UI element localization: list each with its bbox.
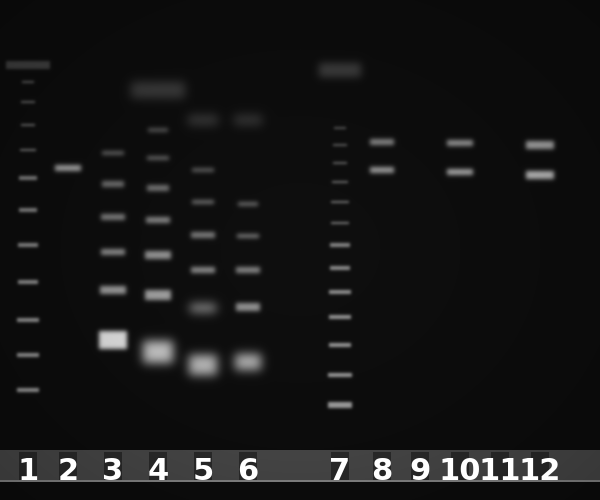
Text: 7: 7	[329, 458, 350, 486]
Text: 10: 10	[439, 458, 481, 486]
Text: 9: 9	[409, 458, 431, 486]
Text: 1: 1	[17, 458, 38, 486]
Text: 11: 11	[479, 458, 521, 486]
Text: 12: 12	[519, 458, 561, 486]
Text: 8: 8	[371, 458, 392, 486]
Text: 3: 3	[103, 458, 124, 486]
Text: 6: 6	[238, 458, 259, 486]
Text: 4: 4	[148, 458, 169, 486]
Text: 5: 5	[193, 458, 214, 486]
Text: 2: 2	[58, 458, 79, 486]
